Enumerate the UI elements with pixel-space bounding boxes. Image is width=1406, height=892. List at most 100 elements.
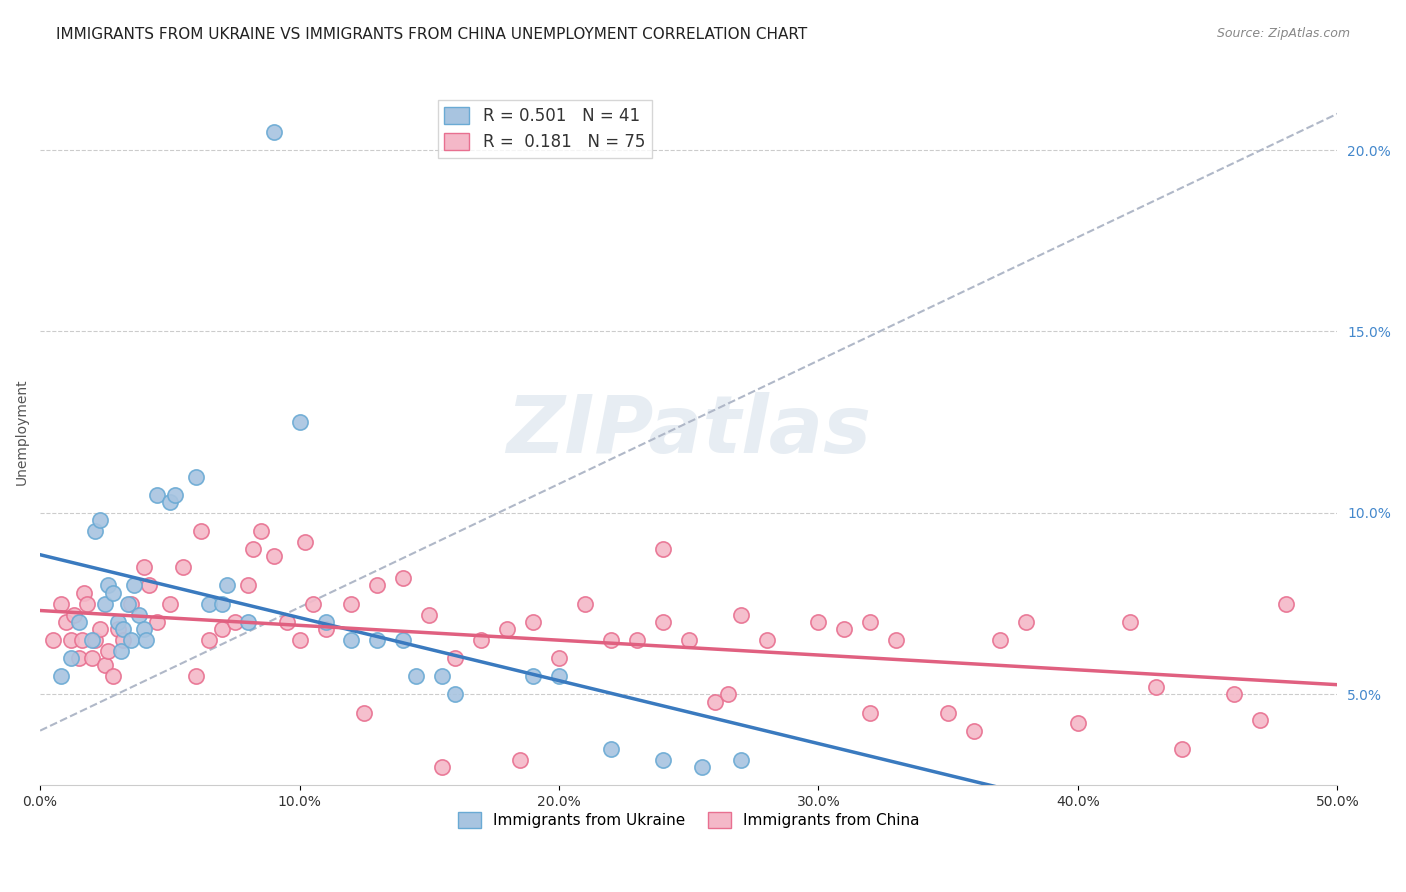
Point [936, 706, 959, 720]
Point [288, 632, 311, 647]
Point [301, 597, 323, 611]
Point [107, 615, 129, 629]
Point [340, 597, 363, 611]
Point [263, 549, 285, 564]
Point [120, 632, 142, 647]
Point [60, 632, 83, 647]
Point [444, 687, 467, 701]
Point [55, 615, 77, 629]
Point [172, 560, 194, 574]
Point [600, 741, 623, 756]
Point [963, 723, 986, 738]
Point [1144, 680, 1167, 694]
Point [135, 632, 157, 647]
Point [236, 578, 259, 592]
Point [366, 578, 388, 592]
Point [600, 632, 623, 647]
Point [76, 597, 98, 611]
Point [366, 632, 388, 647]
Point [132, 560, 155, 574]
Point [730, 753, 752, 767]
Point [678, 632, 700, 647]
Point [755, 632, 778, 647]
Point [1170, 741, 1192, 756]
Point [67, 615, 90, 629]
Point [859, 615, 882, 629]
Point [49, 669, 72, 683]
Point [83, 632, 105, 647]
Point [94, 658, 117, 673]
Point [1067, 716, 1090, 731]
Point [73, 586, 96, 600]
Point [112, 632, 135, 647]
Point [242, 542, 264, 557]
Point [353, 706, 375, 720]
Point [163, 488, 186, 502]
Point [717, 687, 740, 701]
Point [509, 753, 531, 767]
Point [110, 644, 132, 658]
Point [392, 632, 415, 647]
Point [89, 513, 111, 527]
Point [432, 669, 454, 683]
Point [211, 597, 233, 611]
Point [128, 607, 150, 622]
Point [432, 760, 454, 774]
Point [1222, 687, 1244, 701]
Point [67, 651, 90, 665]
Point [496, 622, 519, 636]
Point [392, 571, 415, 585]
Point [120, 597, 142, 611]
Point [884, 632, 907, 647]
Point [340, 632, 363, 647]
Point [807, 615, 830, 629]
Text: Source: ZipAtlas.com: Source: ZipAtlas.com [1216, 27, 1350, 40]
Point [70, 632, 93, 647]
Point [146, 488, 169, 502]
Point [112, 622, 135, 636]
Point [315, 622, 337, 636]
Point [626, 632, 648, 647]
Point [651, 615, 673, 629]
Point [548, 669, 571, 683]
Point [1274, 597, 1296, 611]
Point [197, 632, 219, 647]
Point [184, 669, 207, 683]
Point [522, 615, 544, 629]
Point [405, 669, 427, 683]
Point [651, 542, 673, 557]
Point [315, 615, 337, 629]
Point [184, 469, 207, 483]
Point [730, 607, 752, 622]
Point [138, 578, 160, 592]
Point [63, 607, 86, 622]
Point [288, 415, 311, 429]
Point [703, 695, 725, 709]
Point [97, 644, 120, 658]
Y-axis label: Unemployment: Unemployment [15, 378, 30, 484]
Point [97, 578, 120, 592]
Point [236, 615, 259, 629]
Point [190, 524, 212, 538]
Text: ZIPatlas: ZIPatlas [506, 392, 872, 470]
Point [444, 651, 467, 665]
Point [224, 615, 246, 629]
Point [1015, 615, 1038, 629]
Point [122, 578, 145, 592]
Point [211, 622, 233, 636]
Point [49, 597, 72, 611]
Point [60, 651, 83, 665]
Point [80, 651, 103, 665]
Point [548, 651, 571, 665]
Legend: Immigrants from Ukraine, Immigrants from China: Immigrants from Ukraine, Immigrants from… [451, 805, 925, 834]
Point [159, 495, 181, 509]
Point [146, 615, 169, 629]
Point [1119, 615, 1142, 629]
Point [94, 597, 117, 611]
Point [574, 597, 596, 611]
Point [690, 760, 713, 774]
Point [80, 632, 103, 647]
Point [651, 753, 673, 767]
Point [249, 524, 271, 538]
Point [101, 669, 124, 683]
